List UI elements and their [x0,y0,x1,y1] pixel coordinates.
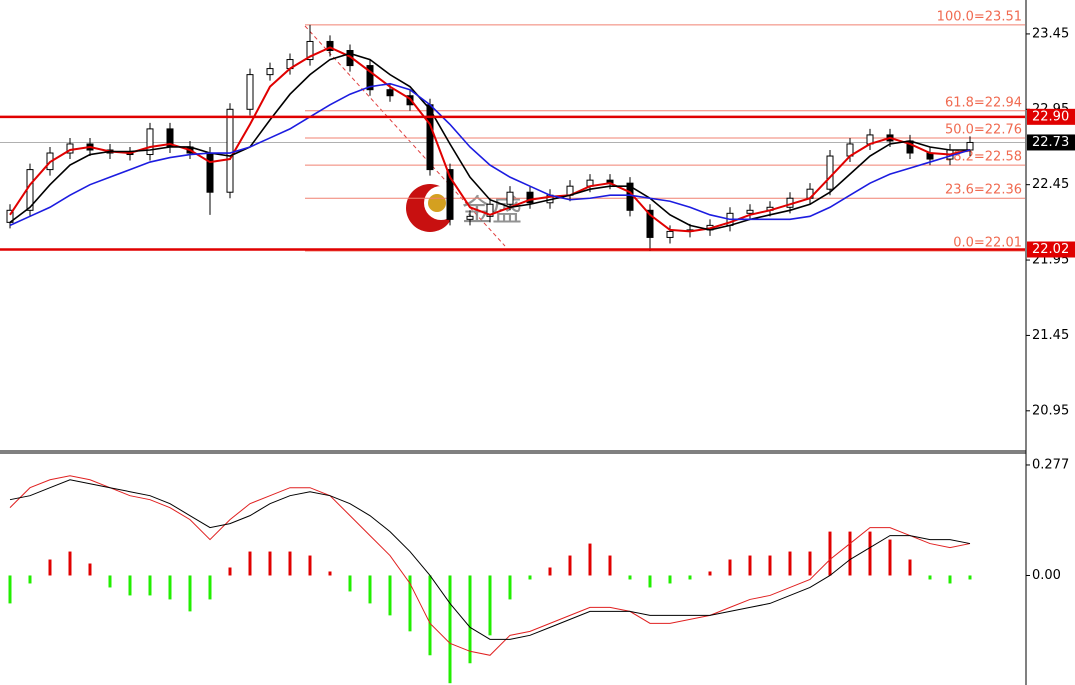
y-tick-label: 0.00 [1032,568,1061,583]
price-badge-label: 22.90 [1032,109,1069,124]
histogram-bar [708,571,712,576]
histogram-bar [968,575,972,580]
candle-body [246,74,254,110]
histogram-bar [788,551,792,576]
histogram-bar [88,563,92,576]
histogram-bar [168,575,172,600]
histogram-bar [108,575,112,588]
histogram-bar [348,575,352,592]
fib-label: 23.6=22.36 [945,183,1022,198]
histogram-bar [8,575,12,604]
histogram-bar [568,555,572,576]
current-price-badge [1027,134,1075,151]
candle-body [226,108,234,193]
histogram-bar [368,575,372,604]
y-tick-label: 21.45 [1032,328,1069,343]
y-tick-label: 0.277 [1032,457,1069,472]
histogram-bar [688,575,692,580]
histogram-bar [928,575,932,580]
histogram-bar [948,575,952,584]
histogram-bar [128,575,132,596]
candle-body [266,68,274,76]
fib-label: 38.2=22.58 [945,150,1022,165]
candle-body [326,40,334,52]
candle-body [826,155,834,190]
histogram-bar [228,567,232,576]
histogram-bar [428,575,432,656]
histogram-bar [68,551,72,576]
price-badge-label: 22.02 [1032,242,1069,257]
y-tick-label: 20.95 [1032,403,1069,418]
histogram-bar [848,531,852,576]
histogram-bar [28,575,32,584]
histogram-bar [248,551,252,576]
histogram-bar [748,555,752,576]
line-series [9,82,971,227]
histogram-bar [528,575,532,580]
candle-body [966,141,974,151]
histogram-bar [508,575,512,600]
histogram-bar [808,551,812,576]
histogram-bar [768,555,772,576]
histogram-bar [728,559,732,576]
candle-body [486,203,494,217]
histogram-bar [288,551,292,576]
histogram-bar [828,531,832,576]
histogram-bar [448,575,452,684]
price-badge [1027,108,1075,125]
histogram-bar [628,575,632,580]
histogram-bar [488,575,492,636]
line-series [9,479,971,640]
histogram-bar [908,559,912,576]
watermark-logo [428,194,446,212]
y-tick-label: 22.45 [1032,177,1069,192]
line-series [9,475,971,656]
candle-body [366,65,374,91]
candle-body [446,169,454,220]
histogram-bar [308,555,312,576]
histogram-bar [328,571,332,576]
y-tick-label: 23.45 [1032,26,1069,41]
candle-body [386,89,394,97]
histogram-bar [668,575,672,584]
histogram-bar [608,555,612,576]
histogram-bar [468,575,472,664]
histogram-bar [588,543,592,576]
candle-body [506,191,514,205]
fib-label: 0.0=22.01 [953,236,1022,251]
histogram-bar [148,575,152,596]
line-series [9,46,971,233]
candle-body [66,143,74,154]
histogram-bar [48,559,52,576]
price-badge [1027,241,1075,258]
fib-label: 50.0=22.76 [945,122,1022,137]
histogram-bar [268,551,272,576]
histogram-bar [648,575,652,588]
candle-body [466,215,474,220]
line-series [9,52,970,231]
histogram-bar [868,531,872,576]
histogram-bar [888,539,892,576]
candle-body [206,152,214,193]
candle-body [306,40,314,61]
candle-body [526,191,534,204]
histogram-bar [408,575,412,632]
fib-trendline [304,25,506,247]
histogram-bar [388,575,392,616]
candle-body [646,209,654,238]
candle-body [666,230,674,238]
fib-label: 100.0=23.51 [937,9,1022,24]
histogram-bar [188,575,192,612]
fib-label: 61.8=22.94 [945,95,1022,110]
candle-body [146,128,154,156]
candle-body [746,209,754,214]
histogram-bar [548,567,552,576]
histogram-bar [208,575,212,600]
current-price-label: 22.73 [1032,135,1069,150]
